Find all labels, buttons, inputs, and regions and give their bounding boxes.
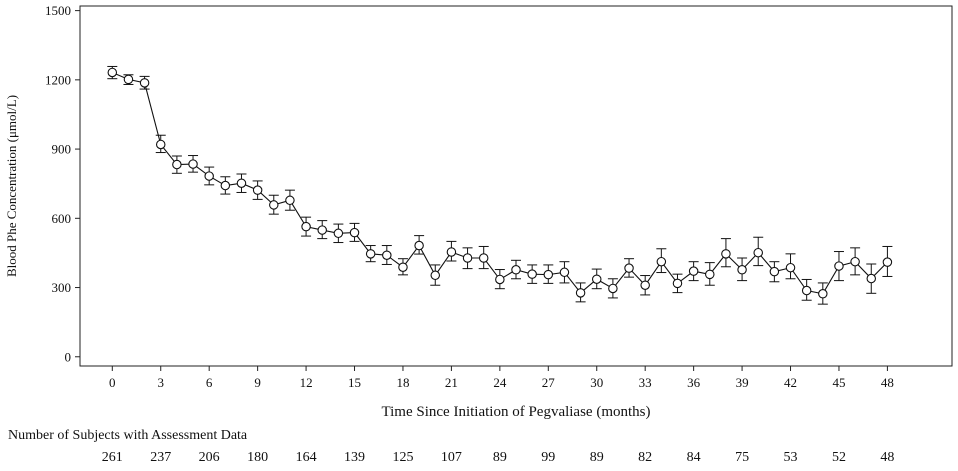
subject-count: 53 (784, 450, 798, 465)
x-tick-label: 33 (639, 375, 652, 390)
data-point (269, 200, 279, 210)
data-point (543, 269, 554, 280)
data-point (188, 159, 198, 169)
x-axis: 0 3 6 9 12 15 18 21 24 27 30 33 36 39 42 45 48 (109, 366, 894, 390)
data-point (414, 240, 424, 251)
data-point (478, 253, 489, 263)
subject-count: 164 (296, 450, 317, 465)
data-point (882, 257, 893, 267)
x-tick-label: 24 (493, 375, 507, 390)
subject-count: 125 (392, 450, 413, 465)
x-tick-label: 30 (590, 375, 603, 390)
data-point (688, 266, 699, 276)
x-tick-label: 18 (396, 375, 409, 390)
x-tick-label: 36 (687, 375, 701, 390)
data-point (801, 285, 812, 296)
data-point (511, 265, 521, 275)
x-tick-label: 39 (736, 375, 749, 390)
subject-count: 139 (344, 450, 365, 465)
data-point (285, 195, 295, 206)
data-point (656, 256, 667, 267)
data-point (252, 185, 263, 195)
data-point (317, 225, 327, 235)
data-point (591, 274, 602, 284)
data-point (737, 265, 747, 275)
x-tick-label: 27 (542, 375, 556, 390)
subject-count: 89 (590, 450, 604, 465)
y-tick-label: 300 (52, 280, 72, 295)
subject-count: 48 (880, 450, 894, 465)
subject-count: 237 (150, 450, 171, 465)
data-point (365, 249, 376, 259)
data-point (608, 283, 618, 294)
data-point (107, 67, 118, 78)
subject-count: 107 (441, 450, 462, 465)
data-point (753, 247, 763, 258)
data-point (172, 159, 182, 170)
data-point (462, 253, 473, 263)
data-point (139, 78, 150, 88)
x-axis-label: Time Since Initiation of Pegvaliase (mon… (382, 404, 651, 420)
data-point (333, 228, 344, 239)
y-tick-label: 0 (65, 349, 72, 364)
x-tick-label: 21 (445, 375, 458, 390)
data-point (834, 261, 844, 271)
subject-count: 52 (832, 450, 846, 465)
subject-count: 206 (199, 450, 220, 465)
data-point (155, 139, 166, 150)
x-tick-label: 48 (881, 375, 894, 390)
data-point (559, 267, 570, 278)
y-tick-label: 1200 (45, 72, 71, 87)
data-point (349, 227, 360, 238)
x-tick-label: 42 (784, 375, 797, 390)
subject-count: 82 (638, 450, 652, 465)
y-tick-label: 1500 (45, 3, 71, 18)
x-tick-label: 0 (109, 375, 116, 390)
subject-count: 84 (687, 450, 701, 465)
data-point (575, 288, 586, 298)
data-point (495, 274, 505, 285)
x-tick-label: 15 (348, 375, 361, 390)
subject-count: 180 (247, 450, 268, 465)
data-point (430, 270, 441, 281)
y-axis: 0 300 600 900 1200 1500 (45, 3, 80, 364)
x-tick-label: 12 (300, 375, 313, 390)
data-point (818, 289, 828, 299)
plot-frame (79, 5, 953, 367)
x-tick-label: 3 (157, 375, 164, 390)
subject-count: 261 (102, 450, 123, 465)
data-points (107, 67, 893, 299)
data-point (624, 263, 634, 273)
y-tick-label: 900 (52, 142, 72, 157)
data-point (866, 273, 877, 284)
y-tick-label: 600 (52, 211, 72, 226)
subject-count: 75 (735, 450, 749, 465)
subject-count: 99 (541, 450, 555, 465)
data-point (446, 247, 457, 257)
data-point (640, 280, 650, 290)
data-point (236, 178, 247, 188)
data-point (672, 278, 683, 289)
data-point (850, 256, 860, 267)
x-tick-label: 45 (832, 375, 845, 390)
data-point (769, 266, 780, 277)
y-axis-label: Blood Phe Concentration (μmol/L) (4, 95, 19, 277)
data-point (785, 262, 796, 273)
x-tick-label: 6 (206, 375, 213, 390)
data-point (721, 249, 731, 259)
data-point (204, 171, 214, 181)
subjects-table-title: Number of Subjects with Assessment Data (8, 428, 248, 443)
data-point (382, 250, 392, 260)
data-point (123, 74, 134, 85)
data-point (301, 221, 311, 232)
data-point (220, 180, 231, 191)
data-point (398, 262, 408, 272)
x-tick-label: 9 (254, 375, 261, 390)
subject-count: 89 (493, 450, 507, 465)
data-point (705, 269, 715, 280)
subjects-table-counts: 261 237 206 180 164 139 125 107 89 99 89 82 84 75 53 52… (102, 450, 895, 465)
data-point (527, 269, 537, 279)
